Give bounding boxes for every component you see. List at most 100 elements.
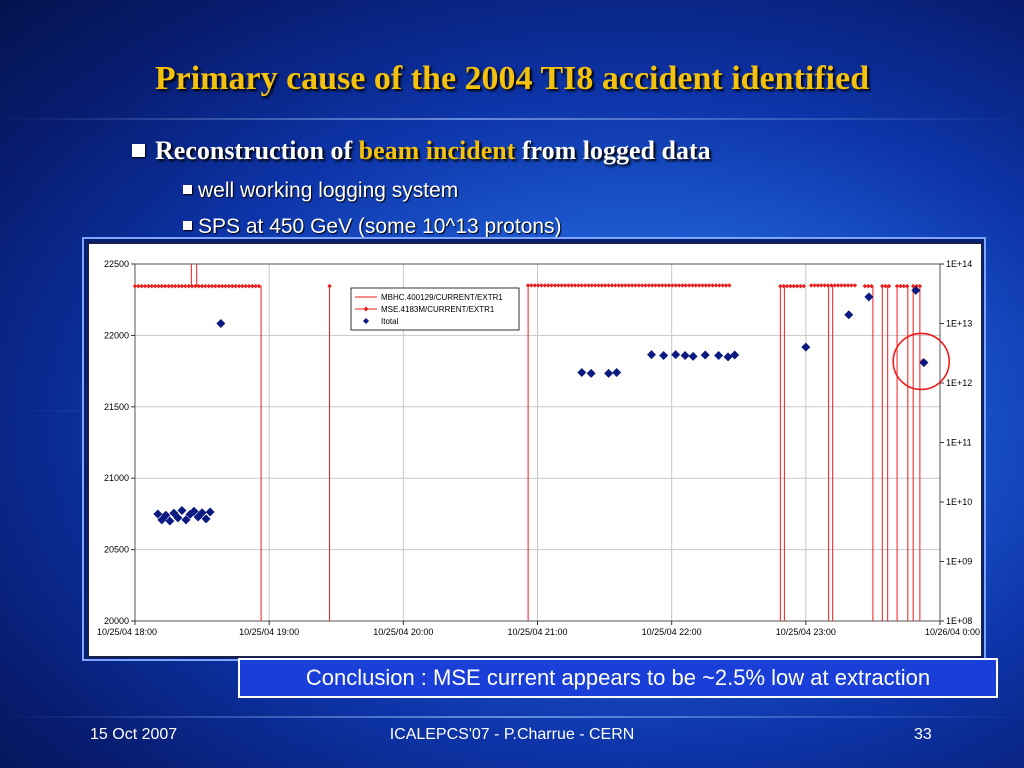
mse-marker [142, 283, 148, 289]
mse-marker [236, 283, 242, 289]
main-bullet-text-end: from logged data [521, 136, 711, 165]
mse-marker [849, 283, 854, 288]
itotal-marker [173, 513, 183, 523]
x-tick-label: 10/25/04 19:00 [239, 627, 299, 637]
mse-marker [666, 283, 672, 288]
mse-marker [862, 283, 868, 289]
mse-marker [246, 283, 252, 289]
mse-marker [801, 283, 807, 289]
itotal-marker [161, 510, 171, 520]
itotal-marker [864, 292, 874, 302]
sub-bullet-2: SPS at 450 GeV (some 10^13 protons) [183, 215, 562, 239]
itotal-marker [647, 350, 657, 360]
mse-marker [623, 283, 628, 288]
itotal-marker [801, 342, 811, 352]
itotal-marker [153, 509, 163, 519]
square-bullet-icon [132, 143, 145, 157]
itotal-marker [723, 352, 733, 362]
mse-marker [136, 283, 141, 289]
mse-marker [629, 283, 635, 288]
square-bullet-icon [183, 184, 192, 194]
mse-marker [819, 283, 824, 288]
itotal-marker [844, 310, 854, 320]
main-bullet-text: Reconstruction of [155, 136, 353, 165]
mse-marker [690, 283, 695, 288]
footer-date: 15 Oct 2007 [90, 726, 178, 743]
mse-marker [835, 283, 841, 288]
mse-marker [643, 283, 648, 288]
mse-marker [256, 283, 262, 289]
mse-marker [209, 283, 215, 289]
mse-marker [898, 283, 903, 289]
mse-marker [829, 283, 834, 288]
itotal-marker [177, 505, 187, 515]
footer-center: ICALEPCS'07 - P.Charrue - CERN [389, 726, 635, 743]
mse-marker [686, 283, 692, 288]
mse-marker [656, 283, 662, 288]
itotal-marker [205, 507, 215, 517]
mse-marker [216, 283, 222, 289]
y-right-tick-label: 1E+12 [946, 378, 972, 388]
mse-marker [894, 283, 900, 289]
slide-title: Primary cause of the 2004 TI8 accident i… [154, 60, 870, 97]
mse-marker [910, 283, 916, 289]
mse-marker [159, 283, 165, 289]
mse-marker [707, 283, 712, 288]
mse-marker [149, 283, 154, 289]
mse-marker [839, 283, 844, 288]
mse-marker [156, 283, 161, 289]
mse-marker [539, 283, 544, 288]
y-right-tick-label: 1E+08 [946, 616, 972, 626]
itotal-marker [671, 350, 681, 360]
x-tick-label: 10/25/04 18:00 [97, 627, 157, 637]
mse-marker [193, 283, 198, 289]
mse-marker [529, 283, 534, 288]
mse-marker [582, 283, 588, 288]
itotal-marker [604, 368, 614, 378]
mse-marker [673, 283, 678, 288]
itotal-marker [201, 514, 211, 524]
mse-marker [220, 283, 225, 289]
y-right-tick-label: 1E+11 [946, 438, 972, 448]
legend-label: MSE.4183M/CURRENT/EXTR1 [381, 305, 495, 314]
mse-marker [680, 283, 685, 288]
mse-marker [243, 283, 248, 289]
mse-marker [589, 283, 595, 288]
mse-marker [798, 283, 803, 289]
conclusion-box: Conclusion : MSE current appears to be ~… [238, 658, 998, 698]
mse-marker [639, 283, 645, 288]
mse-marker [815, 283, 821, 288]
mse-marker [784, 283, 790, 289]
mse-marker [633, 283, 638, 288]
mse-marker [592, 283, 598, 288]
mse-marker [606, 283, 611, 288]
x-tick-label: 10/26/04 0:00 [925, 627, 980, 637]
mse-marker [223, 283, 228, 289]
itotal-marker [714, 350, 724, 360]
mse-marker [162, 283, 168, 289]
square-bullet-icon [183, 220, 192, 230]
mse-marker [693, 283, 699, 288]
mse-marker [886, 283, 892, 289]
mse-marker [676, 283, 682, 288]
main-bullet: Reconstruction of beam incident from log… [132, 136, 711, 166]
itotal-marker [193, 512, 203, 522]
mse-marker [132, 283, 138, 289]
mse-marker [186, 283, 191, 289]
itotal-marker [911, 285, 921, 295]
mse-marker [778, 283, 783, 289]
mse-marker [791, 283, 796, 289]
itotal-marker [216, 319, 226, 328]
y-left-tick-label: 21000 [104, 473, 129, 483]
mse-marker [727, 283, 732, 288]
mse-marker [812, 283, 817, 288]
x-tick-label: 10/25/04 22:00 [642, 627, 702, 637]
mse-marker [166, 283, 171, 289]
mse-marker [199, 283, 205, 289]
mse-marker [572, 283, 578, 288]
mse-marker [636, 283, 641, 288]
mse-marker [139, 283, 144, 289]
mse-marker [603, 283, 608, 288]
itotal-marker [680, 350, 690, 360]
mse-marker [626, 283, 631, 288]
